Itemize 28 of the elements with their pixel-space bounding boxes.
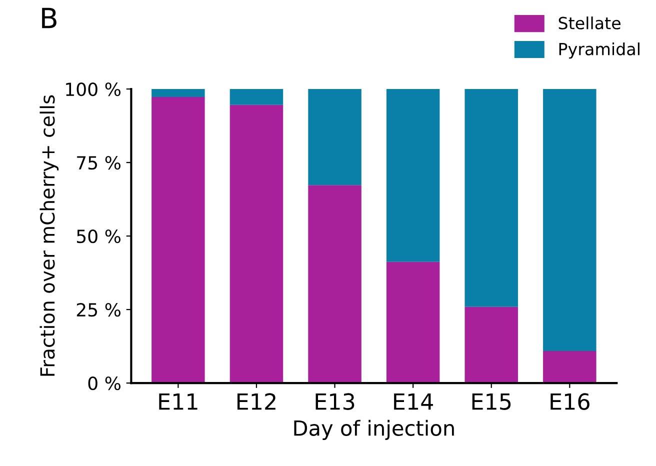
bar <box>230 89 284 105</box>
x-tick-label: E13 <box>316 393 354 410</box>
x-tick-label: E14 <box>394 393 433 410</box>
x-tick-label: E11 <box>159 393 198 410</box>
bar <box>543 89 596 351</box>
bar <box>464 89 518 307</box>
y-tick-label: 100 % <box>66 82 120 96</box>
bar <box>543 351 596 384</box>
y-tick-label: 75 % <box>77 156 120 170</box>
x-tick-label: E16 <box>550 393 590 410</box>
bar <box>464 306 518 384</box>
bar <box>308 185 362 384</box>
x-tick-label: E12 <box>237 393 276 410</box>
y-axis-title: Fraction over mCherry+ cells <box>40 95 59 376</box>
bar <box>152 89 205 97</box>
y-tick-label: 50 % <box>77 229 120 244</box>
legend-label: Pyramidal <box>559 42 640 59</box>
y-tick-label: 25 % <box>76 303 120 317</box>
text: B <box>42 8 56 28</box>
x-axis-title: Day of injection <box>294 420 454 440</box>
y-tick-label: 0 % <box>88 376 120 390</box>
bar <box>152 96 205 384</box>
x-tick-label: E15 <box>472 393 511 410</box>
bar <box>386 89 440 262</box>
bar <box>230 104 284 384</box>
bar <box>386 262 440 384</box>
legend-label: Stellate <box>558 16 620 30</box>
bar <box>308 89 362 186</box>
